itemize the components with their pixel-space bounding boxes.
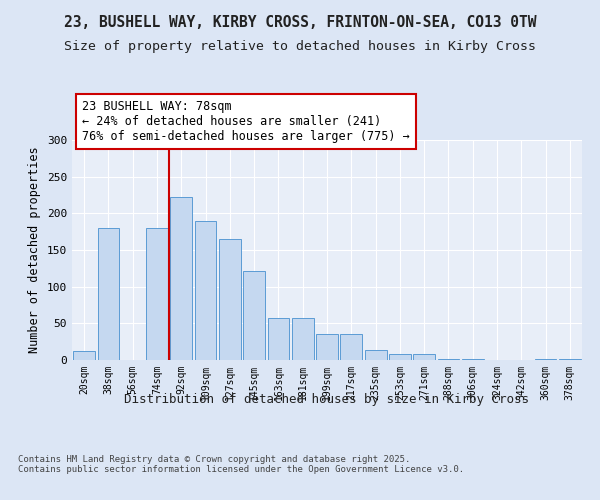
Bar: [559, 358, 581, 360]
Bar: [437, 358, 460, 360]
Text: Distribution of detached houses by size in Kirby Cross: Distribution of detached houses by size …: [125, 392, 530, 406]
Bar: [170, 197, 192, 360]
Bar: [292, 318, 314, 360]
Bar: [462, 358, 484, 360]
Bar: [243, 270, 265, 360]
Bar: [146, 228, 168, 360]
Bar: [97, 228, 119, 360]
Text: Size of property relative to detached houses in Kirby Cross: Size of property relative to detached ho…: [64, 40, 536, 53]
Bar: [535, 358, 556, 360]
Text: 23, BUSHELL WAY, KIRBY CROSS, FRINTON-ON-SEA, CO13 0TW: 23, BUSHELL WAY, KIRBY CROSS, FRINTON-ON…: [64, 15, 536, 30]
Bar: [316, 334, 338, 360]
Y-axis label: Number of detached properties: Number of detached properties: [28, 146, 41, 354]
Bar: [268, 318, 289, 360]
Bar: [194, 220, 217, 360]
Text: Contains HM Land Registry data © Crown copyright and database right 2025.
Contai: Contains HM Land Registry data © Crown c…: [18, 455, 464, 474]
Bar: [413, 354, 435, 360]
Bar: [389, 354, 411, 360]
Bar: [219, 239, 241, 360]
Bar: [340, 334, 362, 360]
Bar: [365, 350, 386, 360]
Bar: [73, 351, 95, 360]
Text: 23 BUSHELL WAY: 78sqm
← 24% of detached houses are smaller (241)
76% of semi-det: 23 BUSHELL WAY: 78sqm ← 24% of detached …: [82, 100, 410, 144]
